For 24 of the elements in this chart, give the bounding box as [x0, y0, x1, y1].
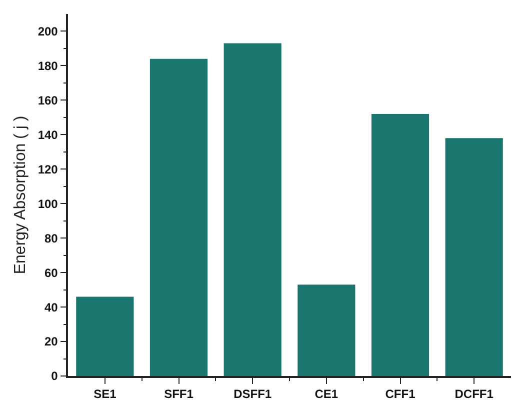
x-tick-label: DCFF1 — [454, 387, 494, 402]
y-tick-label: 40 — [44, 300, 58, 314]
y-tick-label: 80 — [44, 231, 58, 246]
y-tick-label: 160 — [38, 93, 58, 108]
x-tick-label: CE1 — [314, 387, 338, 402]
x-tick-label: SE1 — [94, 387, 117, 402]
y-tick-label: 0 — [51, 369, 58, 384]
x-tick-label: SFF1 — [164, 387, 194, 402]
y-tick-label: 200 — [38, 24, 58, 38]
y-tick-label: 60 — [44, 266, 58, 280]
bar — [371, 114, 430, 376]
bar — [298, 284, 356, 376]
x-tick-label: CFF1 — [385, 387, 416, 402]
x-tick-label: DSFF1 — [234, 387, 272, 402]
bar — [76, 296, 134, 376]
y-tick-label: 140 — [38, 128, 58, 142]
y-tick-label: 100 — [38, 196, 58, 211]
y-tick-label: 180 — [38, 58, 58, 73]
y-tick-label: 120 — [38, 162, 58, 176]
y-tick-label: 20 — [44, 334, 58, 349]
bar — [445, 138, 503, 376]
bar — [150, 58, 208, 376]
bar — [224, 43, 282, 376]
y-axis-title: Energy Absorption ( j ) — [12, 116, 30, 274]
